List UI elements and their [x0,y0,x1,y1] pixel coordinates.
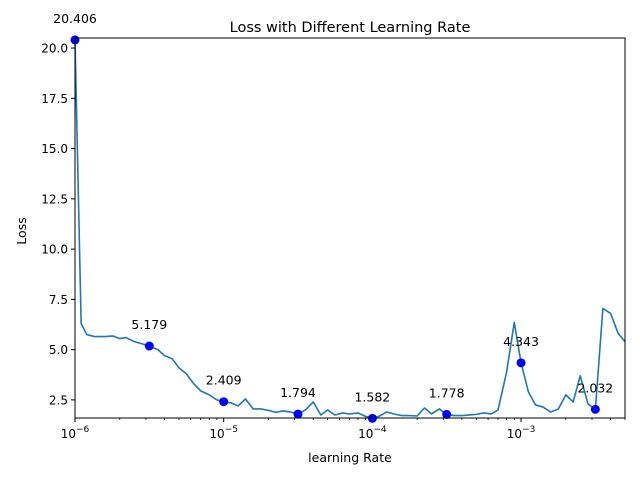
loss-marker [219,397,229,407]
x-tick-base: 10 [209,427,224,441]
loss-marker [442,409,452,419]
loss-marker-label: 4.343 [503,334,539,349]
chart-title: Loss with Different Learning Rate [230,20,471,36]
loss-marker-label: 1.794 [280,385,316,400]
x-tick-base: 10 [507,427,522,441]
x-tick-exponent: −4 [373,425,387,435]
x-tick-base: 10 [358,427,373,441]
x-tick-label: 10−4 [358,425,387,441]
loss-marker-label: 1.778 [429,385,465,400]
loss-marker [144,341,154,351]
x-tick-exponent: −6 [76,425,90,435]
plot-frame [74,37,626,419]
loss-marker [590,404,600,414]
x-tick-exponent: −3 [522,425,535,435]
y-tick-label: 17.5 [41,92,68,106]
loss-marker [516,358,526,368]
x-tick-label: 10−3 [507,425,536,441]
x-tick-base: 10 [61,427,76,441]
x-tick-exponent: −5 [225,425,238,435]
loss-marker [293,409,303,419]
x-axis-label: learning Rate [308,450,392,465]
y-tick-label: 15.0 [41,142,68,156]
y-tick-label: 5.0 [49,343,68,357]
plot-layer: 2.55.07.510.012.515.017.520.010−6 10−5 10−… [41,11,626,441]
loss-marker-label: 1.582 [354,389,390,404]
x-tick-label: 10−5 [209,425,238,441]
y-tick-label: 7.5 [49,293,68,307]
loss-marker-label: 2.409 [206,373,242,388]
y-tick-label: 20.0 [41,42,68,56]
x-tick-label: 10−6 [61,425,90,441]
loss-series-line [74,39,626,420]
y-tick-label: 12.5 [41,192,68,206]
y-tick-label: 10.0 [41,243,68,257]
y-axis-label: Loss [14,217,29,244]
loss-marker-label: 5.179 [131,317,167,332]
loss-marker-label: 2.032 [577,380,613,395]
y-tick-label: 2.5 [49,393,68,407]
loss-marker-label: 20.406 [53,11,97,26]
